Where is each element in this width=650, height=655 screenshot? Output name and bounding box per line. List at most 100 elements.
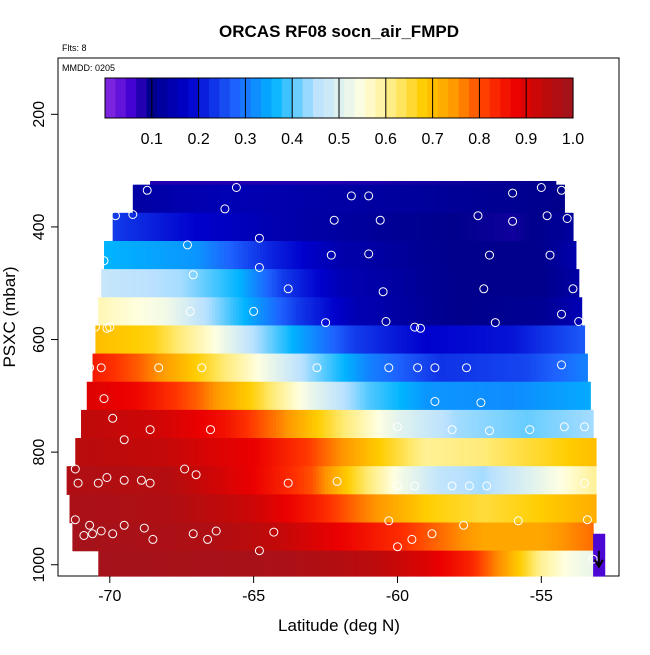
heat-cell bbox=[327, 184, 332, 214]
heat-cell bbox=[483, 409, 487, 439]
heat-cell bbox=[477, 438, 481, 467]
heat-cell bbox=[483, 494, 488, 524]
heat-cell bbox=[195, 438, 199, 467]
sample-point bbox=[485, 426, 494, 436]
colorbar-tick-label: 0.9 bbox=[515, 131, 537, 148]
heat-cell bbox=[393, 466, 398, 495]
heat-cell bbox=[560, 269, 564, 298]
heat-cell bbox=[456, 438, 460, 467]
heat-cell bbox=[360, 466, 365, 495]
heat-cell bbox=[354, 494, 359, 524]
heat-cell bbox=[569, 297, 573, 327]
heat-cell bbox=[474, 522, 478, 552]
heat-cell bbox=[119, 353, 124, 383]
heat-cell bbox=[497, 353, 502, 383]
heat-cell bbox=[184, 212, 189, 242]
heat-cell bbox=[489, 466, 494, 495]
heat-cell bbox=[258, 466, 263, 495]
heat-cell bbox=[479, 325, 483, 355]
heat-cell bbox=[239, 325, 243, 355]
heat-cell bbox=[423, 466, 428, 495]
heat-cell bbox=[114, 466, 119, 495]
heat-cell bbox=[465, 438, 469, 467]
heat-cell bbox=[575, 550, 579, 577]
heat-cell bbox=[311, 325, 315, 355]
heat-cell bbox=[329, 381, 334, 411]
x-axis-label: Latitude (deg N) bbox=[278, 616, 400, 635]
heat-cell bbox=[354, 438, 358, 467]
heat-cell bbox=[455, 353, 460, 383]
heat-cell bbox=[263, 240, 267, 270]
heat-cell bbox=[555, 438, 559, 467]
heat-cell bbox=[333, 522, 337, 552]
heat-cell bbox=[84, 466, 89, 495]
heat-cell bbox=[447, 184, 452, 214]
heat-cell bbox=[291, 409, 295, 439]
heat-cell bbox=[575, 269, 579, 298]
heat-cell bbox=[204, 184, 209, 214]
heat-cell bbox=[376, 212, 381, 242]
heat-cell bbox=[314, 297, 318, 327]
heat-cell bbox=[413, 381, 418, 411]
heat-cell bbox=[555, 494, 560, 524]
heat-cell bbox=[557, 297, 561, 327]
heat-cell bbox=[195, 522, 199, 552]
heat-cell bbox=[557, 269, 561, 298]
heat-cell bbox=[252, 466, 257, 495]
heat-cell bbox=[182, 353, 187, 383]
heat-cell bbox=[377, 381, 382, 411]
heat-cell bbox=[440, 269, 444, 298]
heat-cell bbox=[149, 550, 153, 577]
heat-cell bbox=[219, 466, 224, 495]
heat-cell bbox=[266, 353, 271, 383]
heat-cell bbox=[386, 240, 390, 270]
heat-cell bbox=[537, 409, 541, 439]
heat-cell bbox=[396, 184, 401, 214]
heat-cell bbox=[432, 184, 437, 214]
heat-cell bbox=[224, 381, 229, 411]
heat-cell bbox=[420, 184, 425, 214]
sample-point bbox=[119, 520, 129, 530]
heat-cell bbox=[371, 381, 376, 411]
heat-cell bbox=[429, 184, 434, 214]
heat-cell bbox=[177, 438, 181, 467]
heat-cell bbox=[212, 381, 217, 411]
heat-cell bbox=[566, 325, 570, 355]
heat-cell bbox=[320, 550, 324, 577]
heat-cell bbox=[124, 212, 129, 242]
heat-cell bbox=[374, 297, 378, 327]
heat-cell bbox=[219, 438, 223, 467]
heat-cell bbox=[176, 240, 180, 270]
heat-cell bbox=[137, 240, 141, 270]
heat-cell bbox=[482, 297, 486, 327]
heat-cell bbox=[101, 550, 105, 577]
heat-cell bbox=[485, 325, 489, 355]
heat-cell bbox=[441, 184, 446, 214]
heat-cell bbox=[306, 184, 311, 214]
heat-cell bbox=[423, 522, 427, 552]
heat-cell bbox=[240, 184, 245, 214]
heat-cell bbox=[230, 240, 234, 270]
heat-cell bbox=[551, 240, 555, 270]
colorbar-background bbox=[59, 59, 596, 181]
heat-cell bbox=[354, 409, 358, 439]
sample-point bbox=[108, 413, 118, 423]
heat-cell bbox=[392, 297, 396, 327]
heat-cell bbox=[464, 240, 468, 270]
heat-cell bbox=[240, 494, 245, 524]
heat-cell bbox=[519, 438, 523, 467]
heat-cell bbox=[206, 325, 210, 355]
heat-cell bbox=[240, 466, 245, 495]
heat-cell bbox=[191, 353, 196, 383]
heat-cell bbox=[239, 381, 244, 411]
heat-cell bbox=[125, 297, 129, 327]
heat-cell bbox=[131, 297, 135, 327]
heat-cell bbox=[260, 297, 264, 327]
heat-cell bbox=[120, 466, 125, 495]
heat-cell bbox=[397, 212, 402, 242]
heat-cell bbox=[220, 212, 225, 242]
heat-cell bbox=[75, 522, 79, 552]
colorbar-segment bbox=[209, 78, 220, 118]
heat-cell bbox=[539, 381, 544, 411]
heat-cell bbox=[308, 550, 312, 577]
